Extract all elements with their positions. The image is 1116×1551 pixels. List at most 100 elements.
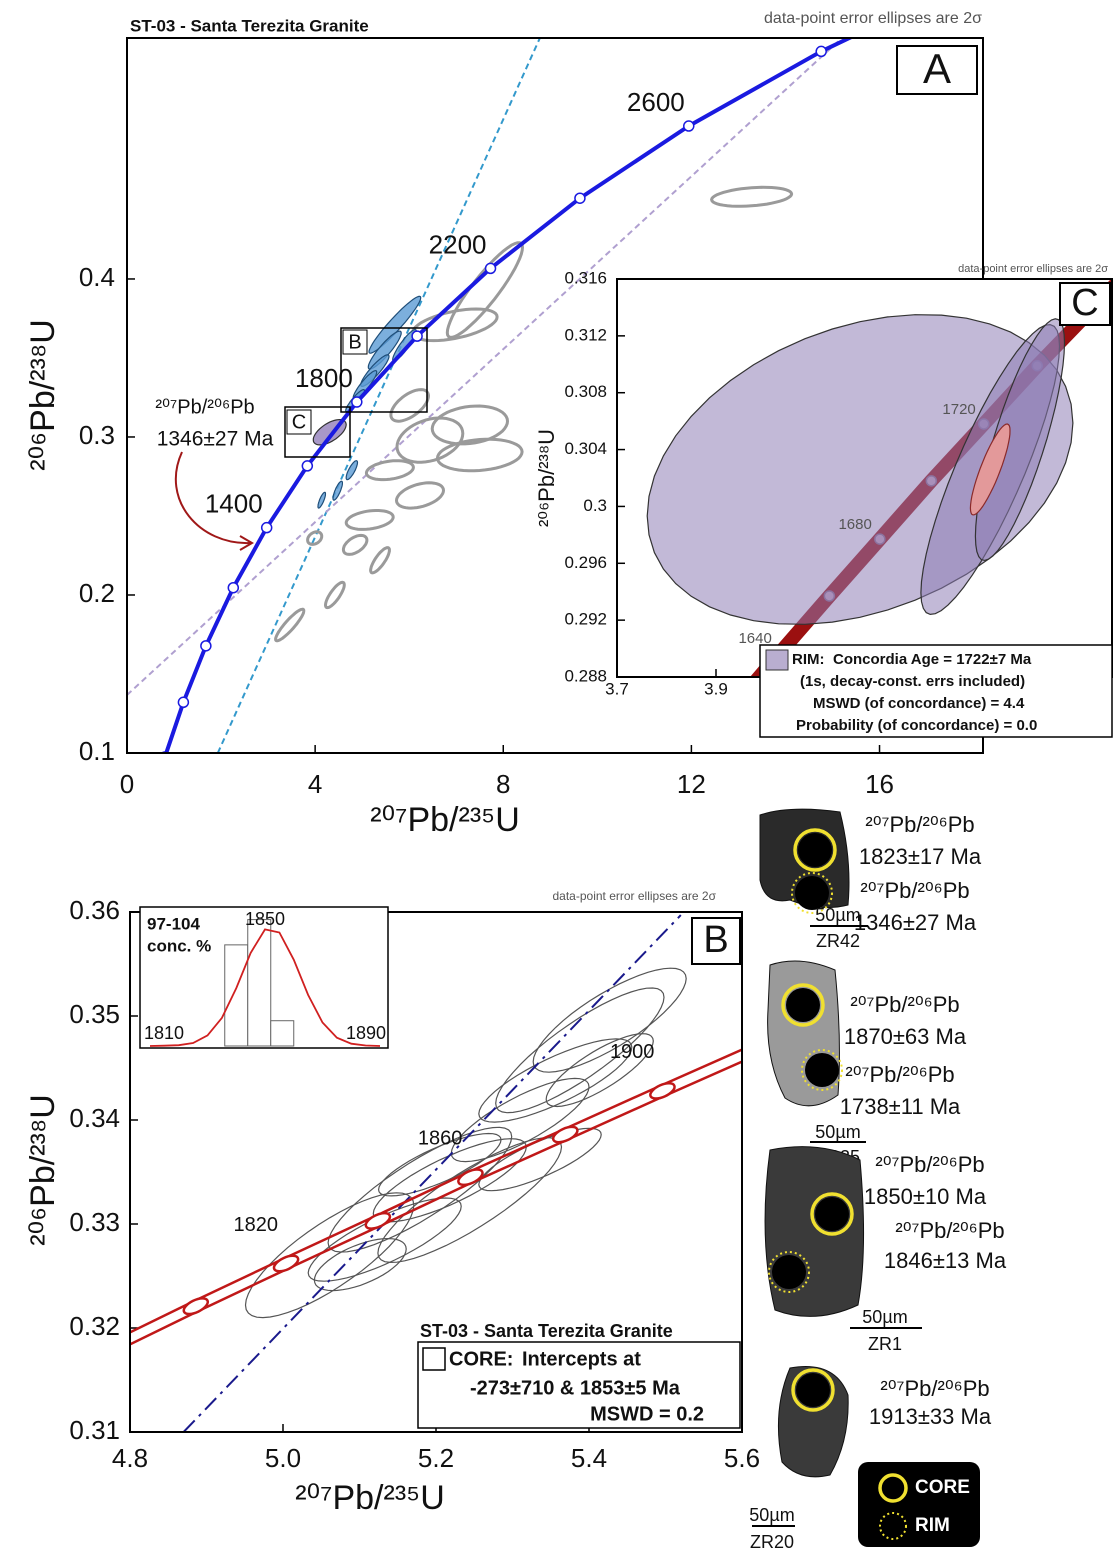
spot-age-label: 1346±27 Ma bbox=[854, 910, 977, 935]
y-tick-label: 0.34 bbox=[69, 1103, 120, 1133]
x-axis-title: ²⁰⁷Pb/²³⁵U bbox=[295, 1479, 445, 1517]
spot-ratio-label: ²⁰⁷Pb/²⁰⁶Pb bbox=[895, 1218, 1004, 1243]
zircon-grain bbox=[765, 1147, 864, 1317]
analysis-spot bbox=[786, 988, 820, 1022]
error-ellipse bbox=[397, 483, 444, 508]
concordia-age-marker bbox=[412, 331, 422, 341]
error-ellipse bbox=[308, 532, 322, 545]
spot-legend-label: RIM bbox=[915, 1515, 950, 1536]
x-tick-label: 1810 bbox=[144, 1023, 184, 1043]
panel-c-subtitle: data-point error ellipses are 2σ bbox=[958, 263, 1108, 275]
spot-age-label: 1850±10 Ma bbox=[864, 1184, 987, 1209]
panel-b-subtitle: data-point error ellipses are 2σ bbox=[553, 889, 717, 903]
annotation: 1346±27 Ma bbox=[157, 428, 274, 451]
age-label: 1820 bbox=[234, 1214, 279, 1236]
error-ellipse bbox=[413, 309, 498, 341]
x-tick-label: 1850 bbox=[245, 909, 285, 929]
y-tick-label: 0.316 bbox=[564, 268, 607, 287]
x-tick-label: 0 bbox=[120, 769, 134, 799]
x-axis-title: ²⁰⁷Pb/²³⁵U bbox=[370, 801, 520, 839]
spot-age-label: 1846±13 Ma bbox=[884, 1248, 1007, 1273]
age-label: 2200 bbox=[429, 229, 487, 259]
age-label: 1400 bbox=[205, 489, 263, 519]
spot-ratio-label: ²⁰⁷Pb/²⁰⁶Pb bbox=[860, 878, 969, 903]
zircon-images: ²⁰⁷Pb/²⁰⁶Pb 1823±17 Ma ²⁰⁷Pb/²⁰⁶Pb 1346±27 … bbox=[749, 809, 1007, 1551]
spot-ratio-label: ²⁰⁷Pb/²⁰⁶Pb bbox=[875, 1152, 984, 1177]
panel-a-title: ST-03 - Santa Terezita Granite bbox=[130, 16, 369, 35]
analysis-spot bbox=[798, 833, 832, 867]
legend-text: (1s, decay-const. errs included) bbox=[800, 673, 1025, 690]
age-label: 1900 bbox=[610, 1041, 655, 1063]
y-axis-title: ²⁰⁶Pb/²³⁸U bbox=[24, 319, 62, 471]
concordia-age-marker bbox=[575, 193, 585, 203]
x-tick-label: 12 bbox=[677, 769, 706, 799]
scale-label: 50µm bbox=[862, 1307, 907, 1327]
x-tick-label: 8 bbox=[496, 769, 510, 799]
error-ellipse bbox=[326, 582, 345, 607]
legend-swatch bbox=[766, 650, 788, 670]
concordia-age-marker bbox=[816, 46, 826, 56]
y-tick-label: 0.304 bbox=[564, 439, 607, 458]
zoom-box-label: B bbox=[348, 331, 361, 353]
histogram-bar bbox=[271, 1021, 294, 1046]
y-tick-label: 0.3 bbox=[583, 496, 607, 515]
scale-label: 50µm bbox=[815, 1122, 860, 1142]
annotation: ²⁰⁷Pb/²⁰⁶Pb bbox=[155, 396, 254, 418]
panel-label: C bbox=[1071, 282, 1098, 324]
legend-text: MSWD = 0.2 bbox=[590, 1403, 704, 1425]
legend-label: RIM: bbox=[792, 651, 825, 668]
spot-age-label: 1738±11 Ma bbox=[840, 1094, 961, 1119]
concordia-age-marker bbox=[352, 397, 362, 407]
age-label: 1720 bbox=[942, 401, 975, 418]
y-tick-label: 0.36 bbox=[69, 895, 120, 925]
panel-b-title: ST-03 - Santa Terezita Granite bbox=[420, 1321, 673, 1341]
panel-a-subtitle: data-point error ellipses are 2σ bbox=[764, 10, 982, 27]
y-axis-title: ²⁰⁶Pb/²³⁸U bbox=[534, 429, 559, 527]
grain-name: ZR20 bbox=[750, 1532, 794, 1551]
y-tick-label: 0.288 bbox=[564, 666, 607, 685]
analysis-spot bbox=[796, 1373, 830, 1407]
x-tick-label: 5.6 bbox=[724, 1443, 760, 1473]
error-ellipse bbox=[318, 492, 326, 508]
legend-text: -273±710 & 1853±5 Ma bbox=[470, 1377, 681, 1399]
inset-subtitle: conc. % bbox=[147, 936, 211, 955]
x-tick-label: 3.7 bbox=[605, 679, 629, 698]
spot-age-label: 1823±17 Ma bbox=[859, 844, 982, 869]
spot-age-label: 1913±33 Ma bbox=[869, 1404, 992, 1429]
age-label: 1800 bbox=[295, 363, 353, 393]
y-tick-label: 0.2 bbox=[79, 578, 115, 608]
figure: 0.10.20.30.404812161400180022002600²⁰⁶Pb… bbox=[0, 0, 1116, 1551]
discordia-line bbox=[218, 38, 540, 753]
error-ellipse bbox=[346, 461, 357, 480]
concordia-age-marker bbox=[648, 1080, 677, 1102]
y-tick-label: 0.312 bbox=[564, 325, 607, 344]
age-label: 2600 bbox=[627, 87, 685, 117]
age-label: 1680 bbox=[838, 516, 871, 533]
spot-ratio-label: ²⁰⁷Pb/²⁰⁶Pb bbox=[850, 992, 959, 1017]
y-tick-label: 0.3 bbox=[79, 420, 115, 450]
spot-ratio-label: ²⁰⁷Pb/²⁰⁶Pb bbox=[865, 812, 974, 837]
legend-text: Probability (of concordance) = 0.0 bbox=[796, 717, 1037, 734]
x-tick-label: 5.2 bbox=[418, 1443, 454, 1473]
histogram-bar bbox=[225, 945, 248, 1046]
analysis-spot bbox=[805, 1053, 839, 1087]
spot-legend-label: CORE bbox=[915, 1477, 970, 1498]
y-tick-label: 0.33 bbox=[69, 1207, 120, 1237]
error-ellipse bbox=[366, 461, 413, 480]
zoom-box-label: C bbox=[292, 411, 306, 433]
concordia-age-marker bbox=[262, 523, 272, 533]
legend-text: Concordia Age = 1722±7 Ma bbox=[833, 651, 1032, 668]
scale-label: 50µm bbox=[815, 905, 860, 925]
spot-ratio-label: ²⁰⁷Pb/²⁰⁶Pb bbox=[880, 1376, 989, 1401]
x-tick-label: 3.9 bbox=[704, 679, 728, 698]
concordia-age-marker bbox=[228, 583, 238, 593]
concordia-age-marker bbox=[486, 263, 496, 273]
y-tick-label: 0.308 bbox=[564, 382, 607, 401]
x-tick-label: 5.4 bbox=[571, 1443, 607, 1473]
panel-label: A bbox=[923, 45, 951, 92]
error-ellipse bbox=[712, 187, 792, 206]
inset-title: 97-104 bbox=[147, 914, 200, 933]
error-ellipse bbox=[391, 390, 429, 422]
scale-label: 50µm bbox=[749, 1505, 794, 1525]
